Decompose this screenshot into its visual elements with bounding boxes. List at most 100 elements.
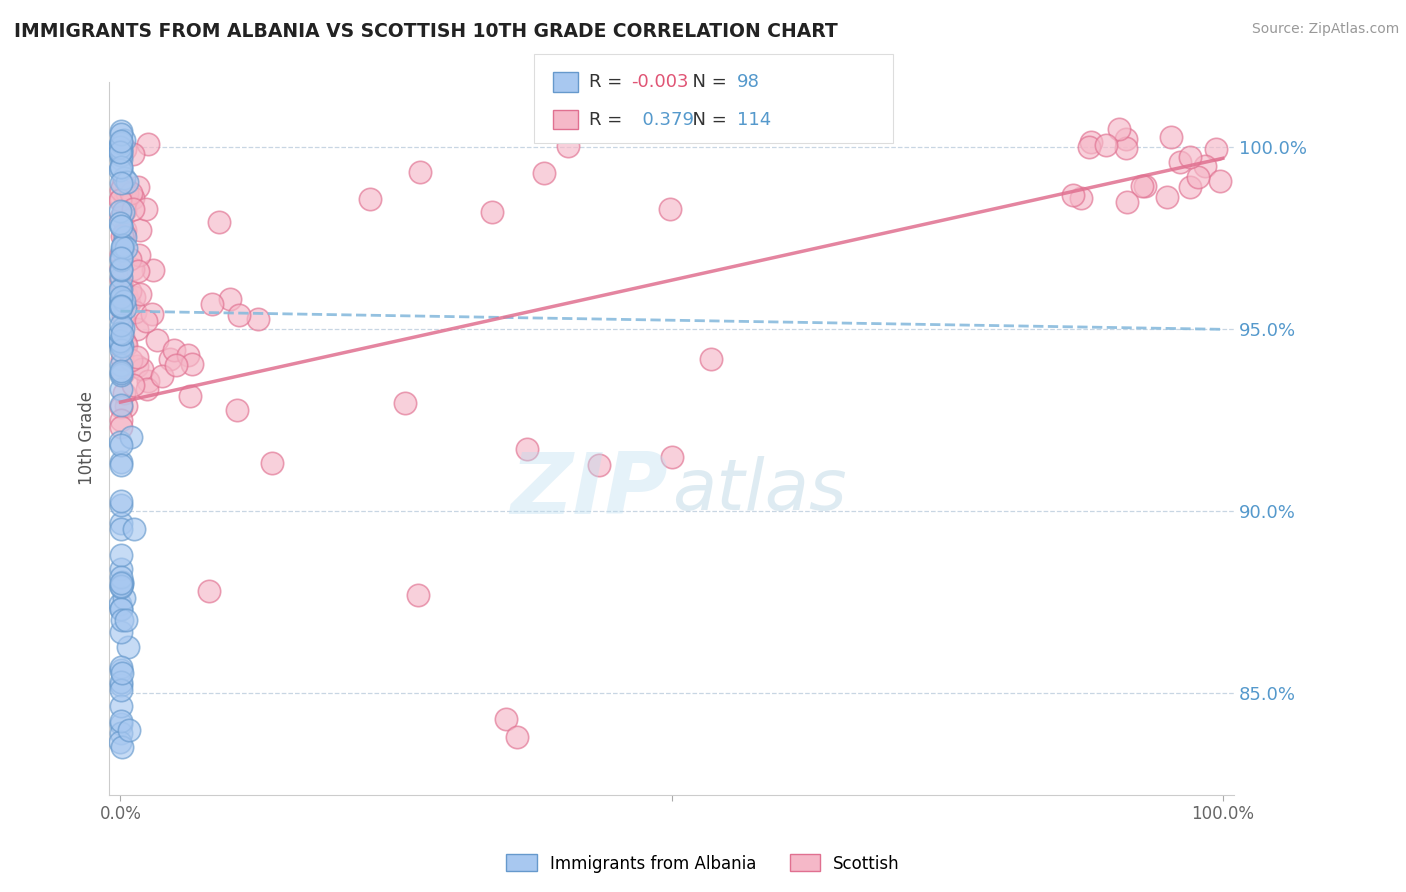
Point [110, 339, 132, 353]
Point [110, 252, 132, 266]
Point [142, 262, 165, 277]
Point [110, 458, 132, 472]
Point [495, 712, 517, 726]
Point [110, 364, 132, 378]
Text: N =: N = [681, 111, 733, 128]
Point [1156, 190, 1178, 204]
Point [114, 142, 136, 156]
Point [110, 438, 132, 452]
Point [262, 456, 284, 470]
Point [122, 290, 145, 304]
Point [110, 366, 132, 380]
Point [114, 202, 136, 217]
Point [1194, 159, 1216, 173]
Point [141, 307, 163, 321]
Point [557, 139, 579, 153]
Point [1115, 132, 1137, 146]
Point [112, 293, 135, 307]
Point [179, 389, 201, 403]
Point [111, 574, 134, 589]
Point [110, 176, 132, 190]
Point [121, 429, 143, 443]
Point [110, 211, 132, 225]
Point [110, 435, 132, 450]
Point [208, 215, 231, 229]
Point [124, 305, 146, 319]
Point [110, 601, 132, 615]
Point [110, 318, 132, 333]
Point [114, 241, 136, 255]
Point [114, 287, 136, 301]
Point [135, 314, 157, 328]
Text: N =: N = [681, 73, 733, 91]
Point [110, 494, 132, 508]
Point [1095, 138, 1118, 153]
Point [516, 442, 538, 456]
Point [533, 166, 555, 180]
Point [659, 202, 682, 216]
Point [661, 450, 683, 464]
Point [111, 327, 134, 342]
Point [136, 137, 159, 152]
Point [110, 137, 132, 152]
Point [165, 358, 187, 372]
Point [110, 163, 132, 178]
Point [117, 186, 139, 201]
Point [110, 243, 132, 257]
Point [1187, 169, 1209, 184]
Point [110, 144, 132, 158]
Point [110, 562, 132, 576]
Point [1080, 135, 1102, 149]
Point [111, 329, 134, 343]
Point [110, 401, 132, 415]
Point [110, 413, 132, 427]
Point [111, 338, 134, 352]
Point [110, 698, 132, 713]
Point [112, 366, 135, 380]
Point [110, 308, 132, 322]
Point [181, 357, 204, 371]
Point [201, 296, 224, 310]
Point [1077, 139, 1099, 153]
Point [110, 734, 132, 748]
Point [110, 299, 132, 313]
Point [114, 301, 136, 315]
Point [110, 136, 132, 150]
Point [115, 175, 138, 189]
Point [110, 253, 132, 268]
Point [110, 678, 132, 692]
Point [110, 334, 132, 348]
Point [111, 177, 134, 191]
Point [1135, 179, 1157, 194]
Point [125, 350, 148, 364]
Point [110, 283, 132, 297]
Point [110, 740, 132, 755]
Point [110, 161, 132, 175]
Point [118, 285, 141, 299]
Point [481, 205, 503, 219]
Point [110, 613, 132, 627]
Point [110, 273, 132, 287]
Point [120, 353, 142, 368]
Point [111, 240, 134, 254]
Point [114, 336, 136, 351]
Point [122, 262, 145, 277]
Point [197, 584, 219, 599]
Point [110, 419, 132, 434]
Point [121, 191, 143, 205]
Point [1178, 180, 1201, 194]
Point [128, 248, 150, 262]
Point [115, 338, 138, 352]
Point [117, 640, 139, 655]
Point [146, 333, 169, 347]
Point [110, 263, 132, 277]
Text: atlas: atlas [672, 456, 846, 525]
Point [110, 128, 132, 142]
Point [110, 343, 132, 357]
Point [176, 348, 198, 362]
Point [110, 145, 132, 160]
Point [110, 124, 132, 138]
Point [110, 725, 132, 739]
Point [111, 321, 134, 335]
Point [110, 664, 132, 678]
